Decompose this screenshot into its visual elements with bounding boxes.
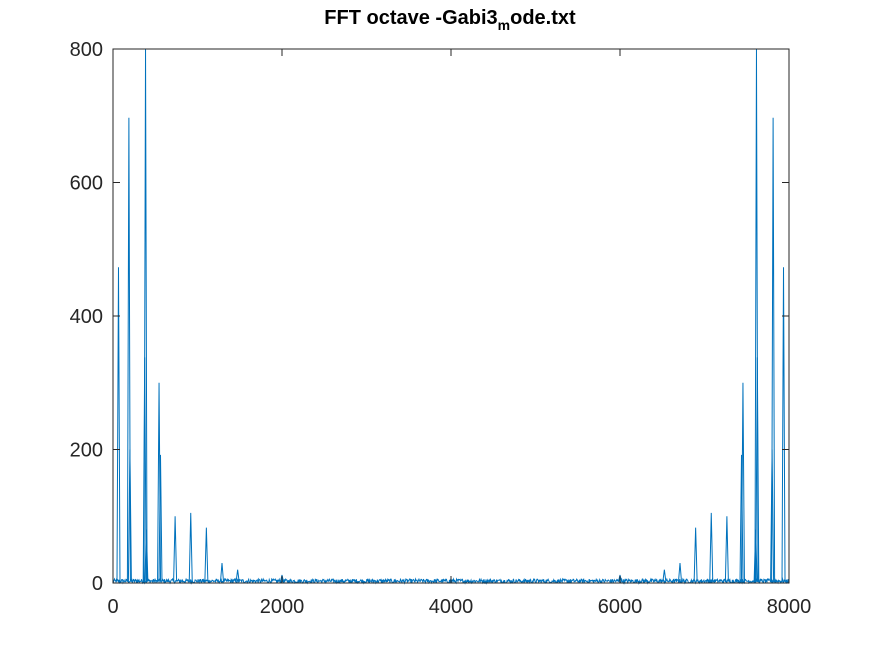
peak-mark [280,574,284,582]
x-tick-label: 0 [107,596,118,618]
peak-mark [127,449,132,582]
chart-title: FFT octave -Gabi3mode.txt [324,7,576,33]
peak-mark [158,454,163,582]
peak-mark [126,117,131,582]
y-tick-label: 0 [92,573,103,595]
x-tick-label: 8000 [767,596,812,618]
peak-mark [116,267,121,582]
peak-mark [678,562,682,582]
peak-mark [781,267,786,582]
peak-mark [173,516,178,582]
x-tick-label: 6000 [598,596,643,618]
peak-mark [220,562,224,582]
peak-mark [771,117,776,582]
peak-mark [755,357,760,582]
peak-mark [740,382,745,582]
peak-mark [144,529,149,582]
plot-area [113,49,789,583]
peak-mark [724,516,729,582]
chart-title-main: FFT octave -Gabi3 [324,7,497,29]
peak-mark [709,512,714,582]
y-tick-label: 200 [70,440,103,462]
x-tick-label: 2000 [260,596,305,618]
peak-mark [618,574,622,582]
peak-mark [693,527,698,582]
y-tick-label: 800 [70,39,103,61]
chart-title-suffix: ode.txt [510,7,576,29]
peak-mark [235,569,240,582]
peak-mark [188,512,193,582]
x-tick-label: 4000 [429,596,474,618]
peak-mark [204,527,209,582]
axes-layer: 0 2000 4000 6000 8000 0 200 400 600 800 [70,39,812,618]
peak-mark [662,569,667,582]
y-tick-label: 600 [70,173,103,195]
plot-background [113,49,789,583]
chart-title-subscript: m [498,17,510,33]
peak-mark [739,454,744,582]
y-tick-label: 400 [70,306,103,328]
